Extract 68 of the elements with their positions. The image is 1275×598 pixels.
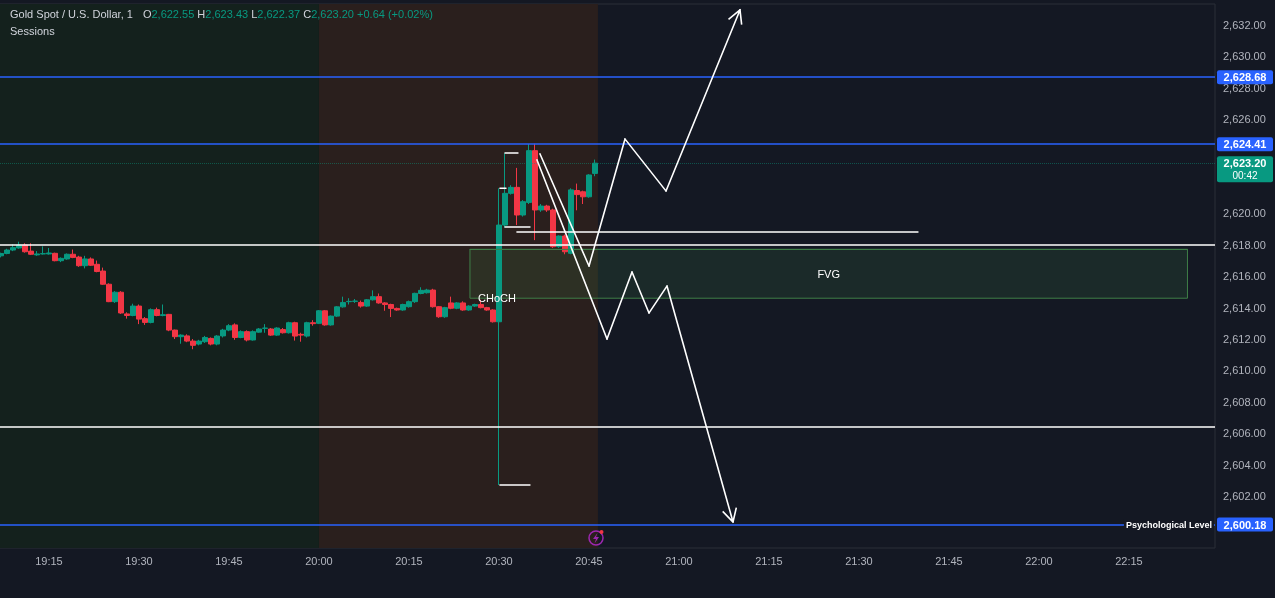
candlestick [268,327,274,337]
x-tick-label: 21:15 [755,554,783,567]
ref-line-label: 2,624.41 [1223,138,1267,151]
candlestick [232,322,238,341]
y-tick-label: 2,610.00 [1223,364,1266,377]
candlestick [148,307,154,324]
y-tick-label: 2,604.00 [1223,458,1266,471]
series-label: FVG [817,267,841,280]
candlestick [316,309,322,325]
y-tick-label: 2,620.00 [1223,207,1266,220]
candlestick [280,327,286,335]
x-tick-label: 22:15 [1115,554,1143,567]
y-tick-label: 2,618.00 [1223,238,1266,251]
x-tick-label: 19:15 [35,554,63,567]
annotation: Psychological Level [1125,519,1212,530]
candlestick [460,300,466,312]
candlestick [322,309,328,327]
candlestick [514,167,520,226]
y-tick-label: 2,606.00 [1223,427,1266,440]
candlestick [178,333,184,345]
x-tick-label: 20:45 [575,554,603,567]
candlestick [82,255,88,269]
chart-title: Gold Spot / U.S. Dollar, 1 [10,8,133,20]
candlestick [154,307,160,317]
candlestick [304,321,310,338]
x-tick-label: 20:15 [395,554,423,567]
x-tick-label: 22:00 [1025,554,1053,567]
candlestick [112,290,118,304]
y-tick-label: 2,628.00 [1223,81,1266,94]
x-tick-label: 21:45 [935,554,963,567]
candlestick [286,321,292,335]
annotation: Sessions [10,24,56,39]
ref-line-label: 2,628.68 [1223,71,1267,84]
candlestick [52,252,58,262]
candlestick [358,300,364,309]
y-tick-label: 2,616.00 [1223,270,1266,283]
y-tick-label: 2,632.00 [1223,19,1266,32]
y-tick-label: 2,602.00 [1223,490,1266,503]
y-tick-label: 2,612.00 [1223,333,1266,346]
candlestick [592,159,598,177]
y-tick-label: 2,614.00 [1223,301,1266,314]
text: O2,622.55 H2,623.43 L2,622.37 C2,623.20 +0.64 (+0.02%) [142,8,433,20]
candlestick [586,173,592,199]
candlestick [160,304,166,317]
annotation: 00:42 [1232,169,1258,181]
y-tick-label: 2,630.00 [1223,50,1266,63]
annotation: CHoCH [477,291,516,304]
candlestick [532,143,538,241]
y-tick-label: 2,608.00 [1223,395,1266,408]
ref-line-label: 2,623.20 [1223,157,1267,170]
candlestick [130,303,136,317]
candlestick [454,301,460,310]
x-tick-label: 20:30 [485,554,513,567]
x-tick-label: 19:45 [215,554,243,567]
ref-line-label: 2,600.18 [1223,518,1267,531]
candlestick [244,329,250,342]
candlestick [448,296,454,310]
candlestick [538,203,544,213]
x-tick-label: 19:30 [125,554,153,567]
candlestick [274,326,280,337]
candlestick [442,306,448,319]
candlestick [238,329,244,339]
candlestick [310,319,316,327]
x-tick-label: 21:00 [665,554,693,567]
x-tick-label: 20:00 [305,554,333,567]
y-tick-label: 2,626.00 [1223,113,1266,126]
x-tick-label: 21:30 [845,554,873,567]
candlestick [208,336,214,346]
